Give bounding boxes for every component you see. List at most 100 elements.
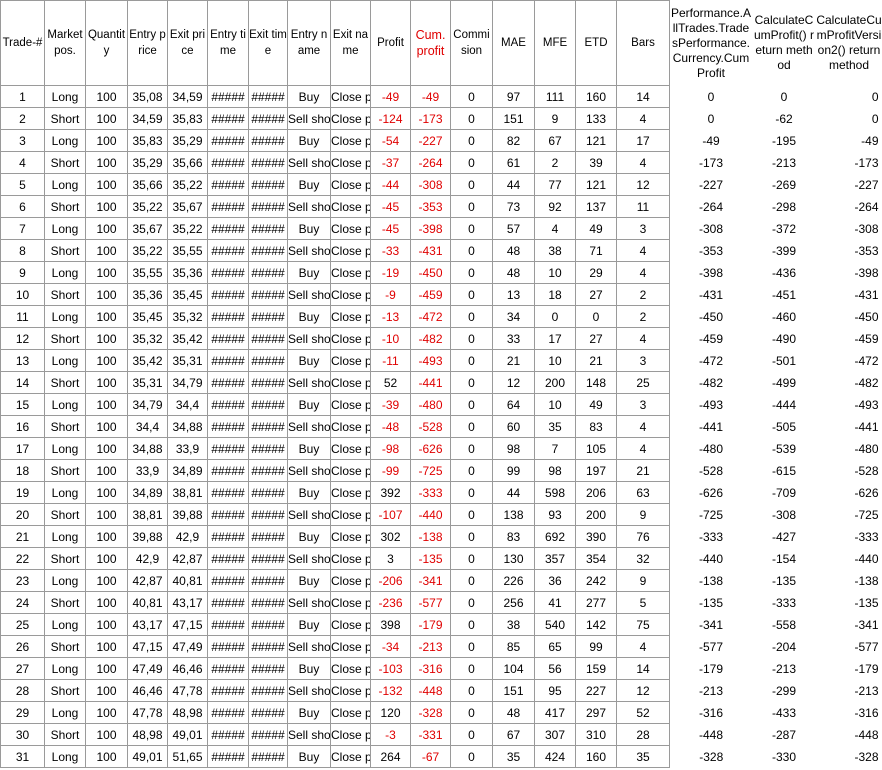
cell: -179	[410, 613, 451, 636]
cell: 0	[450, 745, 493, 768]
cell: 100	[85, 745, 128, 768]
cell: 49	[575, 217, 617, 240]
cell: 12	[492, 371, 535, 394]
cell: 540	[534, 613, 576, 636]
cell: -333	[410, 481, 451, 504]
cell: #####	[248, 459, 288, 482]
cell: Close position	[330, 657, 371, 680]
cell: #####	[248, 525, 288, 548]
cell: -577	[410, 591, 451, 614]
cell: 277	[575, 591, 617, 614]
cell: -440	[698, 551, 724, 566]
cell: 35,66	[167, 151, 208, 174]
cell: -372	[771, 221, 797, 236]
cell: 28	[0, 679, 45, 702]
cell: 35,45	[167, 283, 208, 306]
cell: -480	[698, 441, 724, 456]
cell: 25	[616, 371, 670, 394]
cell: 692	[534, 525, 576, 548]
cell: 7	[534, 437, 576, 460]
cell: -353	[854, 243, 879, 258]
cell: 2	[616, 283, 670, 306]
cell: Long	[44, 173, 86, 196]
cell: #####	[248, 613, 288, 636]
cell: 98	[534, 459, 576, 482]
cell: 100	[85, 569, 128, 592]
cell: -54	[370, 129, 411, 152]
cell: -213	[410, 635, 451, 658]
cell: Close position	[330, 195, 371, 218]
cell: 34,79	[167, 371, 208, 394]
cell: 48	[492, 261, 535, 284]
cell: 67	[534, 129, 576, 152]
cell: 44	[492, 173, 535, 196]
column-header: Entry price	[127, 0, 168, 86]
cell: -440	[410, 503, 451, 526]
cell: 0	[450, 261, 493, 284]
cell: #####	[207, 569, 249, 592]
cell: -450	[854, 309, 879, 324]
cell: -173	[410, 107, 451, 130]
cell: 51,65	[167, 745, 208, 768]
cell: Short	[44, 459, 86, 482]
cell: 1	[0, 85, 45, 108]
cell: 46,46	[127, 679, 168, 702]
cell: 9	[616, 503, 670, 526]
cell: -440	[854, 551, 879, 566]
cell: Long	[44, 701, 86, 724]
cell: -528	[698, 463, 724, 478]
cell: #####	[248, 591, 288, 614]
cell: 0	[450, 349, 493, 372]
cell: 35	[492, 745, 535, 768]
cell: Close position	[330, 85, 371, 108]
cell: 0	[450, 525, 493, 548]
cell: -179	[698, 661, 724, 676]
cell: -459	[854, 331, 879, 346]
cell: -39	[370, 393, 411, 416]
cell: 40,81	[167, 569, 208, 592]
cell: 0	[450, 173, 493, 196]
cell: 3	[0, 129, 45, 152]
cell: 12	[616, 173, 670, 196]
cell: #####	[248, 679, 288, 702]
cell: -135	[771, 573, 797, 588]
cell: Close position	[330, 283, 371, 306]
cell: Close position	[330, 745, 371, 768]
cell: 71	[575, 239, 617, 262]
cell: -539	[771, 441, 797, 456]
cell: Buy	[287, 85, 331, 108]
cell: 92	[534, 195, 576, 218]
cell: 32	[616, 547, 670, 570]
cell: Sell short	[287, 239, 331, 262]
cell: #####	[248, 701, 288, 724]
cell: #####	[207, 173, 249, 196]
cell: 35	[616, 745, 670, 768]
cell: #####	[207, 547, 249, 570]
cell: -138	[410, 525, 451, 548]
cell: -107	[370, 503, 411, 526]
cell: #####	[207, 679, 249, 702]
cell: 0	[450, 591, 493, 614]
cell: 47,49	[127, 657, 168, 680]
cell: -138	[854, 573, 879, 588]
cell: 61	[492, 151, 535, 174]
cell: Close position	[330, 613, 371, 636]
cell: 148	[575, 371, 617, 394]
cell: 97	[492, 85, 535, 108]
cell: -328	[699, 749, 724, 764]
cell: 100	[85, 679, 128, 702]
cell: Buy	[287, 217, 331, 240]
cell: 0	[450, 107, 493, 130]
cell: 48,98	[167, 701, 208, 724]
cell: -398	[854, 265, 879, 280]
cell: 28	[616, 723, 670, 746]
cell: Sell short	[287, 151, 331, 174]
cell: 20	[0, 503, 45, 526]
cell: 0	[450, 239, 493, 262]
cell: #####	[207, 239, 249, 262]
cell: 354	[575, 547, 617, 570]
